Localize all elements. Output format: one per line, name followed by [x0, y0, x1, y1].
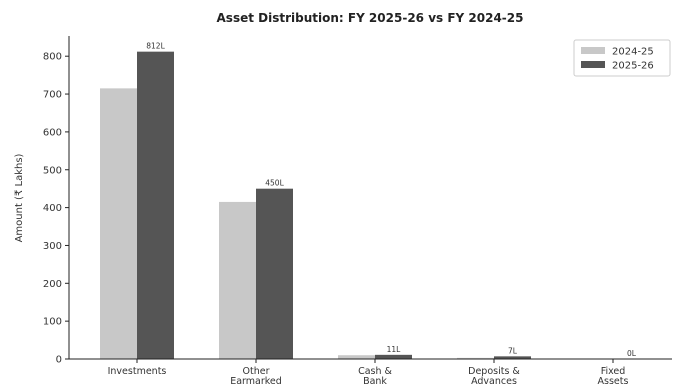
- bar-2024-25: [457, 357, 494, 359]
- legend-swatch-2024-25: [581, 47, 605, 54]
- legend-swatch-2025-26: [581, 61, 605, 68]
- x-tick-label: Assets: [598, 376, 629, 387]
- y-tick-label: 300: [43, 241, 62, 252]
- y-tick-label: 800: [43, 52, 62, 63]
- data-label: 812L: [146, 42, 165, 51]
- data-label: 11L: [387, 345, 402, 354]
- x-tick-label: Deposits &: [468, 366, 520, 377]
- bar-2025-26: [494, 356, 531, 359]
- y-tick-label: 600: [43, 127, 62, 138]
- data-label: 450L: [265, 179, 284, 188]
- y-tick-label: 0: [56, 355, 62, 366]
- legend: 2024-25 2025-26: [573, 39, 671, 77]
- bar-2025-26: [137, 51, 174, 360]
- x-tick-label: Cash &: [358, 366, 392, 377]
- x-tick-label: Fixed: [601, 366, 626, 377]
- bar-2024-25: [338, 355, 375, 359]
- y-tick-label: 500: [43, 165, 62, 176]
- bar-2024-25: [219, 201, 256, 359]
- y-axis-label: Amount (₹ Lakhs): [14, 153, 25, 242]
- data-labels: 812L 450L 11L 7L 0L: [146, 42, 637, 358]
- chart-title: Asset Distribution: FY 2025-26 vs FY 202…: [217, 11, 524, 25]
- x-tick-label: Earmarked: [230, 376, 282, 387]
- bar-2025-26: [256, 188, 293, 359]
- x-tick-label: Other: [243, 366, 270, 377]
- y-axis-ticks: 0 100 200 300 400 500 600 700 800: [43, 52, 69, 366]
- bars: [100, 51, 650, 360]
- legend-label-2024-25: 2024-25: [612, 47, 654, 58]
- data-label: 7L: [508, 346, 518, 355]
- y-tick-label: 200: [43, 279, 62, 290]
- legend-label-2025-26: 2025-26: [612, 61, 654, 72]
- y-tick-label: 400: [43, 203, 62, 214]
- x-tick-label: Investments: [108, 366, 167, 377]
- x-tick-label: Advances: [471, 376, 517, 387]
- y-tick-label: 100: [43, 317, 62, 328]
- bar-2024-25: [100, 88, 137, 359]
- y-tick-label: 700: [43, 90, 62, 101]
- bar-2025-26: [375, 354, 412, 359]
- data-label: 0L: [627, 349, 637, 358]
- x-tick-label: Bank: [363, 376, 387, 387]
